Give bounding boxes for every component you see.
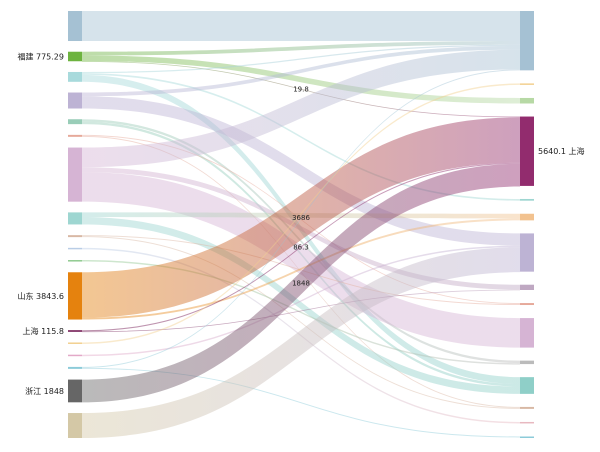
target-node[interactable]	[520, 116, 534, 186]
links-layer	[82, 11, 520, 438]
source-node[interactable]	[68, 212, 82, 225]
sankey-link[interactable]	[82, 55, 520, 104]
sankey-link[interactable]	[82, 73, 520, 201]
sankey-link[interactable]	[82, 61, 520, 118]
source-node[interactable]	[68, 235, 82, 238]
sankey-link[interactable]	[82, 69, 520, 368]
sankey-link[interactable]	[82, 44, 520, 74]
target-node[interactable]	[520, 406, 534, 409]
target-node[interactable]	[520, 213, 534, 221]
sankey-link[interactable]	[82, 217, 520, 394]
source-node[interactable]	[68, 330, 82, 332]
source-node[interactable]	[68, 379, 82, 403]
target-node[interactable]	[520, 233, 534, 272]
source-node[interactable]	[68, 366, 82, 369]
target-node[interactable]	[520, 198, 534, 201]
source-node-label: 浙江 1848	[25, 386, 64, 396]
sankey-link[interactable]	[82, 119, 520, 364]
sankey-link[interactable]	[82, 245, 520, 357]
target-node[interactable]	[520, 318, 534, 348]
target-node[interactable]	[520, 360, 534, 365]
target-node[interactable]	[520, 97, 534, 104]
sankey-link[interactable]	[82, 289, 520, 333]
target-node[interactable]	[520, 284, 534, 290]
source-node-label: 上海 115.8	[23, 326, 64, 336]
sankey-link[interactable]	[82, 83, 520, 344]
target-node[interactable]	[520, 83, 534, 85]
target-node[interactable]	[520, 303, 534, 306]
sankey-link[interactable]	[82, 236, 520, 409]
link-value-label: 19.8	[293, 86, 309, 94]
source-node[interactable]	[68, 260, 82, 262]
target-node-label: 5640.1 上海	[538, 146, 585, 156]
sankey-link[interactable]	[82, 41, 520, 56]
source-node[interactable]	[68, 71, 82, 82]
source-node[interactable]	[68, 147, 82, 202]
labels-layer: 19.8 3686 86.3 1848 福建 775.29 山东 3843.6 上海 115…	[17, 51, 584, 395]
sankey-link[interactable]	[82, 162, 520, 332]
sankey-link[interactable]	[82, 260, 520, 365]
sankey-link[interactable]	[82, 247, 520, 438]
sankey-link[interactable]	[82, 11, 520, 42]
source-node-label: 山东 3843.6	[17, 291, 64, 301]
sankey-link[interactable]	[82, 218, 520, 320]
sankey-link[interactable]	[82, 96, 520, 246]
sankey-link[interactable]	[82, 49, 520, 168]
nodes-layer	[68, 11, 534, 438]
source-node-label: 福建 775.29	[17, 51, 64, 61]
sankey-link[interactable]	[82, 235, 520, 306]
source-node[interactable]	[68, 11, 82, 42]
target-node[interactable]	[520, 377, 534, 394]
link-value-label: 86.3	[293, 244, 309, 252]
sankey-link[interactable]	[82, 367, 520, 438]
source-node[interactable]	[68, 92, 82, 109]
source-node[interactable]	[68, 247, 82, 250]
source-node[interactable]	[68, 119, 82, 125]
source-node[interactable]	[68, 51, 82, 62]
link-value-label: 1848	[292, 280, 310, 288]
target-node[interactable]	[520, 11, 534, 71]
target-node[interactable]	[520, 421, 534, 424]
source-node[interactable]	[68, 134, 82, 137]
source-node[interactable]	[68, 413, 82, 438]
sankey-link[interactable]	[82, 45, 520, 97]
source-node[interactable]	[68, 342, 82, 344]
source-node[interactable]	[68, 354, 82, 357]
target-node[interactable]	[520, 436, 534, 439]
source-node[interactable]	[68, 272, 82, 320]
sankey-link[interactable]	[82, 117, 520, 318]
link-value-label: 3686	[292, 214, 310, 222]
sankey-link[interactable]	[82, 163, 520, 403]
